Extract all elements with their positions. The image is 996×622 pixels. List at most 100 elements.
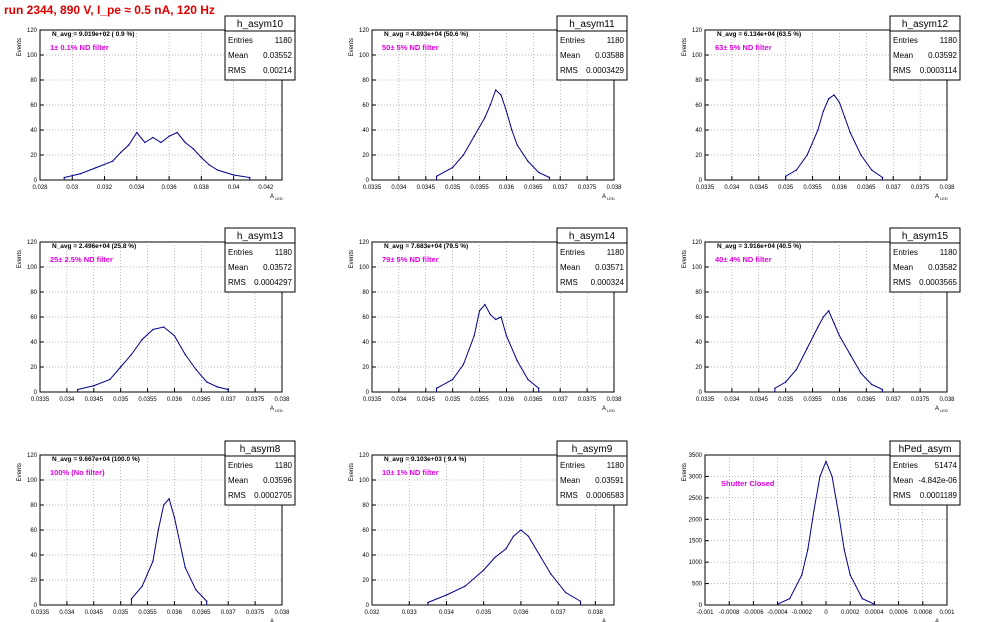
x-tick-label: -0.0004 bbox=[767, 610, 788, 616]
histogram-bin bbox=[112, 160, 114, 162]
x-tick-label: 0.038 bbox=[606, 185, 622, 191]
x-tick-label: 0.035 bbox=[113, 397, 129, 403]
x-tick-label: 0.035 bbox=[778, 397, 794, 403]
histogram-bin bbox=[195, 368, 197, 371]
y-tick-label: 1500 bbox=[689, 539, 703, 545]
y-tick-label: 20 bbox=[30, 153, 37, 159]
stats-label: Mean bbox=[560, 51, 580, 60]
x-tick-label: 0.038 bbox=[274, 397, 290, 403]
histogram-bin bbox=[795, 169, 798, 171]
x-axis-title-sub: LED bbox=[275, 408, 283, 413]
y-tick-label: 40 bbox=[362, 128, 369, 134]
x-axis-title-main: A bbox=[270, 406, 274, 412]
histogram-bin bbox=[216, 386, 219, 388]
histogram-bin bbox=[801, 574, 803, 576]
histogram-bin bbox=[833, 94, 835, 96]
x-tick-label: 0.0365 bbox=[524, 397, 543, 403]
y-tick-label: 3500 bbox=[689, 453, 703, 459]
y-tick-label: 100 bbox=[27, 265, 38, 271]
histogram-line bbox=[77, 326, 229, 392]
histogram-bin bbox=[837, 510, 839, 512]
y-tick-label: 40 bbox=[30, 340, 37, 346]
x-tick-label: 0.035 bbox=[113, 610, 129, 616]
y-tick-label: 80 bbox=[30, 78, 37, 84]
histogram-bin bbox=[873, 603, 875, 605]
histogram-bin bbox=[478, 310, 481, 312]
panel-h_asym10: 0.028 0.03 0.032 0.034 0.036 0.038 0.04 0.042 0 2… bbox=[17, 15, 296, 201]
y-tick-label: 80 bbox=[362, 78, 369, 84]
histogram-bin bbox=[505, 110, 508, 112]
y-axis-title: Events bbox=[349, 463, 355, 481]
histogram-bin bbox=[206, 600, 208, 602]
x-tick-label: 0.0345 bbox=[85, 610, 104, 616]
x-tick-label: 0 bbox=[824, 610, 828, 616]
histogram-bin bbox=[817, 326, 819, 328]
stats-value: 0.0003429 bbox=[586, 66, 624, 75]
stats-label: RMS bbox=[228, 66, 246, 75]
stats-value: 0.03571 bbox=[595, 263, 624, 272]
histogram-bin bbox=[516, 360, 518, 362]
x-axis-title-sub: LED bbox=[607, 196, 615, 201]
histogram-bin bbox=[813, 510, 815, 512]
histogram-bin bbox=[176, 131, 178, 134]
x-tick-label: 0.035 bbox=[476, 610, 492, 616]
stats-label: RMS bbox=[893, 278, 911, 287]
stats-value: 1180 bbox=[607, 461, 625, 470]
stats-label: RMS bbox=[560, 491, 578, 500]
x-tick-label: 0.0365 bbox=[192, 610, 211, 616]
stats-value: 51474 bbox=[935, 461, 958, 470]
filter-label: 10± 1% ND filter bbox=[382, 468, 439, 477]
stats-box-frame bbox=[556, 227, 628, 293]
stats-box-frame bbox=[889, 227, 961, 293]
y-tick-label: 80 bbox=[362, 290, 369, 296]
histogram-bin bbox=[168, 498, 170, 500]
y-tick-label: 60 bbox=[362, 103, 369, 109]
stats-box: h_asym11 Entries 1180 Mean 0.03588 RMS 0.00034… bbox=[556, 15, 628, 81]
stats-label: Mean bbox=[893, 476, 913, 485]
stats-label: Entries bbox=[228, 36, 253, 45]
navg-label: N_avg = 9.103e+03 ( 9.4 %) bbox=[384, 456, 466, 463]
panel-h_asym14: 0.0335 0.034 0.0345 0.035 0.0355 0.036 0.0365 0… bbox=[349, 227, 628, 413]
navg-label: N_avg = 6.134e+04 (63.5 %) bbox=[717, 31, 801, 38]
y-tick-label: 60 bbox=[695, 315, 702, 321]
histogram-bin bbox=[817, 129, 819, 131]
x-tick-label: 0.0345 bbox=[417, 185, 436, 191]
x-tick-label: 0.0375 bbox=[911, 397, 930, 403]
stats-label: Entries bbox=[560, 248, 585, 257]
x-tick-label: 0.0365 bbox=[192, 397, 211, 403]
histogram-line bbox=[130, 497, 208, 605]
histogram-bin bbox=[822, 110, 824, 112]
histogram-bin bbox=[822, 316, 824, 318]
x-tick-label: 0.032 bbox=[364, 610, 380, 616]
histogram-line bbox=[436, 303, 540, 392]
histogram-bin bbox=[538, 387, 540, 389]
histogram-bin bbox=[95, 166, 98, 169]
y-tick-label: 60 bbox=[30, 528, 37, 534]
x-tick-label: -0.001 bbox=[696, 610, 714, 616]
y-tick-label: 40 bbox=[695, 128, 702, 134]
y-tick-label: 120 bbox=[27, 240, 38, 246]
x-axis-title-main: A bbox=[270, 194, 274, 200]
histogram-bin bbox=[173, 335, 176, 337]
histogram-bin bbox=[828, 310, 830, 312]
stats-label: Entries bbox=[560, 461, 585, 470]
y-tick-label: 0 bbox=[699, 603, 703, 609]
x-tick-label: 0.038 bbox=[194, 185, 210, 191]
stats-value: 0.03552 bbox=[263, 51, 292, 60]
x-tick-label: 0.034 bbox=[391, 397, 407, 403]
panel-h_asym11: 0.0335 0.034 0.0345 0.035 0.0355 0.036 0.0365 0… bbox=[349, 15, 628, 201]
histogram-bin bbox=[195, 589, 197, 591]
panel-h_asym8: 0.0335 0.034 0.0345 0.035 0.0355 0.036 0.0365 0… bbox=[17, 440, 296, 622]
stats-value: 0.03596 bbox=[263, 476, 292, 485]
y-tick-label: 120 bbox=[27, 453, 38, 459]
histogram-bin bbox=[806, 347, 808, 349]
x-tick-label: 0.0375 bbox=[246, 397, 265, 403]
y-tick-label: 100 bbox=[359, 478, 370, 484]
x-tick-label: 0.036 bbox=[167, 610, 183, 616]
histogram-bin bbox=[184, 141, 186, 144]
stats-box: hPed_asym Entries 51474 Mean -4.842e-06 RMS 0.… bbox=[889, 440, 961, 506]
y-tick-label: 80 bbox=[695, 290, 702, 296]
histogram-bin bbox=[179, 541, 181, 544]
